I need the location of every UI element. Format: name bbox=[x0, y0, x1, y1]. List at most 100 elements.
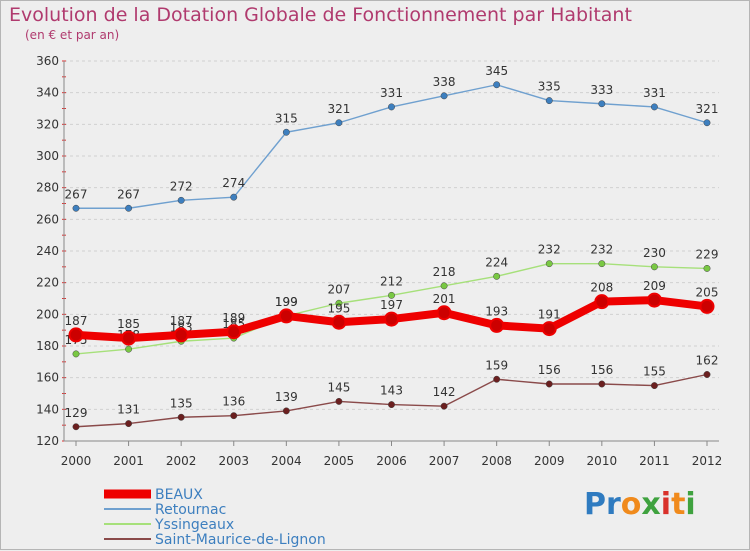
x-tick-label: 2008 bbox=[481, 454, 512, 468]
y-tick-label: 120 bbox=[36, 434, 59, 448]
data-label-beaux: 197 bbox=[380, 298, 403, 312]
data-point-beaux bbox=[68, 327, 84, 343]
data-label-beaux: 199 bbox=[275, 295, 298, 309]
x-tick-label: 2007 bbox=[429, 454, 460, 468]
y-tick-label: 280 bbox=[36, 181, 59, 195]
y-tick-label: 320 bbox=[36, 117, 59, 131]
x-tick-label: 2009 bbox=[534, 454, 565, 468]
data-label-retournac: 315 bbox=[275, 111, 298, 125]
data-label-retournac: 267 bbox=[65, 187, 88, 201]
data-point-yssingeaux bbox=[72, 350, 80, 358]
data-point-saint-maurice-de-lignon bbox=[650, 382, 658, 390]
data-label-beaux: 209 bbox=[643, 279, 666, 293]
proxiti-logo: Proxiti bbox=[584, 487, 696, 522]
data-point-retournac bbox=[650, 103, 658, 111]
x-tick-label: 2001 bbox=[113, 454, 144, 468]
y-tick-label: 180 bbox=[36, 339, 59, 353]
x-tick-label: 2005 bbox=[324, 454, 355, 468]
data-point-beaux bbox=[699, 298, 715, 314]
logo-letter: P bbox=[584, 487, 606, 522]
y-tick-label: 240 bbox=[36, 244, 59, 258]
chart-subtitle: (en € et par an) bbox=[25, 28, 120, 42]
data-label-saint-maurice-de-lignon: 155 bbox=[643, 365, 666, 379]
data-point-beaux bbox=[384, 311, 399, 327]
data-label-beaux: 205 bbox=[696, 285, 719, 299]
legend-label-yssingeaux: Yssingeaux bbox=[154, 517, 234, 533]
data-label-yssingeaux: 230 bbox=[643, 246, 666, 260]
data-label-retournac: 331 bbox=[380, 86, 403, 100]
data-label-saint-maurice-de-lignon: 156 bbox=[590, 363, 613, 377]
data-point-yssingeaux bbox=[125, 345, 133, 353]
data-label-saint-maurice-de-lignon: 156 bbox=[538, 363, 561, 377]
data-point-retournac bbox=[230, 193, 238, 201]
data-label-yssingeaux: 229 bbox=[696, 247, 719, 261]
data-point-beaux bbox=[331, 314, 347, 330]
y-tick-label: 160 bbox=[36, 371, 59, 385]
data-point-saint-maurice-de-lignon bbox=[230, 412, 238, 420]
data-label-retournac: 345 bbox=[485, 64, 508, 78]
data-point-beaux bbox=[436, 305, 452, 321]
data-point-beaux bbox=[489, 317, 505, 333]
data-point-yssingeaux bbox=[335, 299, 343, 307]
logo-letter: x bbox=[641, 487, 661, 522]
y-tick-label: 300 bbox=[36, 149, 59, 163]
data-label-yssingeaux: 207 bbox=[327, 282, 350, 296]
data-label-beaux: 208 bbox=[590, 281, 613, 295]
data-label-beaux: 189 bbox=[222, 311, 245, 325]
data-point-retournac bbox=[72, 204, 80, 212]
data-point-retournac bbox=[282, 128, 290, 136]
data-point-saint-maurice-de-lignon bbox=[177, 413, 185, 421]
data-point-retournac bbox=[335, 119, 343, 127]
data-label-yssingeaux: 212 bbox=[380, 274, 403, 288]
data-label-saint-maurice-de-lignon: 136 bbox=[222, 395, 245, 409]
data-point-retournac bbox=[177, 196, 185, 204]
x-tick-label: 2012 bbox=[692, 454, 723, 468]
data-point-saint-maurice-de-lignon bbox=[282, 407, 290, 415]
data-point-beaux bbox=[541, 321, 557, 337]
y-tick-label: 220 bbox=[36, 276, 59, 290]
x-tick-label: 2011 bbox=[639, 454, 670, 468]
data-label-beaux: 187 bbox=[65, 314, 88, 328]
data-point-yssingeaux bbox=[650, 263, 658, 271]
legend-label-saint-maurice-de-lignon: Saint-Maurice-de-Lignon bbox=[155, 532, 326, 548]
x-tick-label: 2010 bbox=[587, 454, 618, 468]
data-label-saint-maurice-de-lignon: 131 bbox=[117, 403, 140, 417]
x-tick-label: 2002 bbox=[166, 454, 197, 468]
data-point-retournac bbox=[598, 100, 606, 108]
data-label-saint-maurice-de-lignon: 129 bbox=[65, 406, 88, 420]
data-label-retournac: 331 bbox=[643, 86, 666, 100]
data-point-saint-maurice-de-lignon bbox=[335, 397, 343, 405]
data-label-saint-maurice-de-lignon: 162 bbox=[696, 354, 719, 368]
y-tick-label: 140 bbox=[36, 402, 59, 416]
data-label-yssingeaux: 199 bbox=[275, 295, 298, 309]
data-point-saint-maurice-de-lignon bbox=[493, 375, 501, 383]
data-label-retournac: 338 bbox=[433, 75, 456, 89]
data-point-retournac bbox=[440, 92, 448, 100]
x-tick-label: 2003 bbox=[218, 454, 249, 468]
data-label-retournac: 333 bbox=[590, 83, 613, 97]
data-point-saint-maurice-de-lignon bbox=[440, 402, 448, 410]
data-point-yssingeaux bbox=[493, 272, 501, 280]
data-label-retournac: 274 bbox=[222, 176, 245, 190]
legend-label-beaux: BEAUX bbox=[155, 487, 203, 503]
x-tick-label: 2000 bbox=[61, 454, 92, 468]
data-label-saint-maurice-de-lignon: 142 bbox=[433, 385, 456, 399]
data-label-beaux: 185 bbox=[117, 317, 140, 331]
data-label-yssingeaux: 224 bbox=[485, 255, 508, 269]
data-label-retournac: 335 bbox=[538, 80, 561, 94]
y-tick-label: 260 bbox=[36, 212, 59, 226]
data-point-yssingeaux bbox=[545, 260, 553, 268]
data-label-saint-maurice-de-lignon: 159 bbox=[485, 358, 508, 372]
y-tick-label: 200 bbox=[36, 307, 59, 321]
data-label-saint-maurice-de-lignon: 143 bbox=[380, 384, 403, 398]
data-label-saint-maurice-de-lignon: 139 bbox=[275, 390, 298, 404]
data-label-retournac: 272 bbox=[170, 179, 193, 193]
logo-letter: r bbox=[606, 487, 621, 522]
data-point-yssingeaux bbox=[598, 260, 606, 268]
data-point-yssingeaux bbox=[388, 291, 395, 299]
x-tick-label: 2004 bbox=[271, 454, 302, 468]
data-point-beaux bbox=[278, 308, 294, 324]
data-label-beaux: 193 bbox=[485, 304, 508, 318]
data-label-beaux: 195 bbox=[327, 301, 350, 315]
